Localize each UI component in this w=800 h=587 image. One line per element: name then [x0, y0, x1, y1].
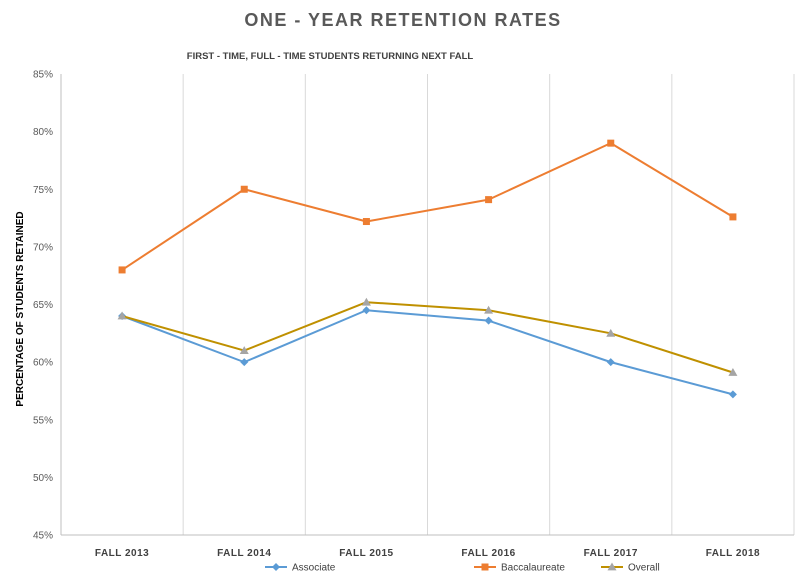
chart-title: ONE - YEAR RETENTION RATES	[244, 10, 561, 30]
legend-item-overall: Overall	[601, 562, 660, 574]
data-point-diamond	[272, 563, 280, 571]
y-tick-label: 65%	[33, 300, 53, 311]
data-point-diamond	[240, 358, 249, 367]
x-tick-label: FALL 2013	[95, 548, 149, 559]
y-tick-label: 55%	[33, 415, 53, 426]
legend-label-associate: Associate	[292, 563, 336, 574]
x-tick-label: FALL 2018	[706, 548, 760, 559]
series-line-baccalaureate	[121, 142, 734, 271]
series-baccalaureate	[118, 139, 737, 274]
data-point-diamond	[484, 316, 493, 325]
legend-item-baccalaureate: Baccalaureate	[474, 563, 565, 574]
series-overall	[117, 297, 738, 376]
y-tick-label: 70%	[33, 242, 53, 253]
data-point-square	[607, 139, 615, 147]
data-point-diamond	[606, 358, 615, 367]
data-point-diamond	[362, 306, 371, 315]
legend-label-overall: Overall	[628, 563, 660, 574]
legend: Associate Baccalaureate Overall	[265, 562, 660, 574]
y-tick-label: 85%	[33, 70, 53, 81]
x-tick-labels: FALL 2013 FALL 2014 FALL 2015 FALL 2016 FALL…	[95, 548, 760, 559]
data-point-triangle	[239, 346, 249, 354]
data-point-triangle	[606, 328, 616, 337]
y-tick-label: 60%	[33, 358, 53, 369]
data-point-triangle	[728, 367, 738, 376]
data-point-square	[729, 213, 737, 221]
axes	[60, 74, 794, 536]
data-point-diamond	[728, 390, 737, 399]
legend-label-baccalaureate: Baccalaureate	[501, 563, 565, 574]
series-line-associate	[121, 309, 734, 396]
x-tick-label: FALL 2014	[217, 548, 271, 559]
y-tick-label: 75%	[33, 185, 53, 196]
y-tick-label: 45%	[33, 531, 53, 542]
data-point-triangle	[484, 305, 494, 314]
data-point-triangle	[607, 562, 617, 571]
legend-item-associate: Associate	[265, 563, 336, 574]
series-line-overall	[121, 301, 734, 374]
data-point-square	[485, 196, 493, 204]
data-point-square	[118, 266, 126, 274]
y-tick-label: 50%	[33, 473, 53, 484]
grid-lines	[182, 74, 795, 535]
chart-subtitle: FIRST - TIME, FULL - TIME STUDENTS RETUR…	[187, 51, 474, 62]
y-tick-labels: 45% 50% 55% 60% 65% 70% 75% 80% 85%	[33, 70, 53, 542]
y-axis-label: PERCENTAGE OF STUDENTS RETAINED	[15, 211, 26, 406]
data-point-square	[362, 218, 370, 226]
data-point-square	[481, 563, 489, 571]
data-point-triangle	[117, 311, 127, 320]
x-tick-label: FALL 2016	[461, 548, 515, 559]
series-lines	[117, 139, 738, 399]
x-tick-label: FALL 2015	[339, 548, 393, 559]
x-tick-label: FALL 2017	[584, 548, 638, 559]
y-tick-label: 80%	[33, 127, 53, 138]
data-point-triangle	[361, 297, 371, 306]
data-point-square	[240, 185, 248, 193]
